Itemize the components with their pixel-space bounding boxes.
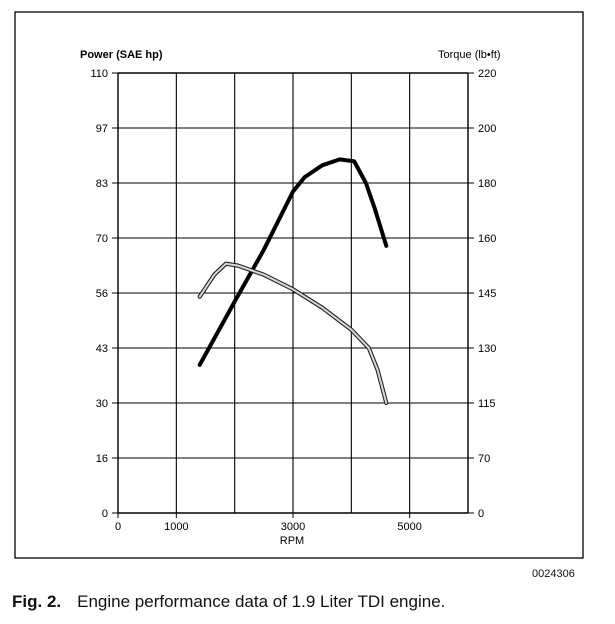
figure-caption: Fig. 2. Engine performance data of 1.9 Li… xyxy=(12,592,445,612)
left-axis-tick-label: 0 xyxy=(102,508,108,520)
right-axis-tick-label: 145 xyxy=(478,288,496,300)
left-axis-tick-label: 83 xyxy=(96,178,108,190)
left-axis-tick-label: 56 xyxy=(96,288,108,300)
left-axis-tick-label: 110 xyxy=(90,68,108,80)
grid xyxy=(117,72,469,514)
left-axis-label: Power (SAE hp) xyxy=(80,49,163,61)
axes: 0 16 30 43 56 70 83 97 110 0 70 115 130 145 160 180 200 2… xyxy=(90,68,496,533)
right-axis-tick-label: 180 xyxy=(478,178,496,190)
left-axis-tick-label: 97 xyxy=(96,123,108,135)
right-axis-label: Torque (lb•ft) xyxy=(438,49,501,61)
left-axis-tick-label: 16 xyxy=(96,453,108,465)
x-axis-tick-label: 1000 xyxy=(164,521,188,533)
caption-text: Engine performance data of 1.9 Liter TDI… xyxy=(77,592,446,611)
chart-frame xyxy=(14,11,584,559)
left-axis-tick-label: 30 xyxy=(96,398,108,410)
torque-curve xyxy=(198,262,388,404)
figure-label: Fig. 2. xyxy=(12,592,62,611)
power-curve xyxy=(197,157,389,367)
series xyxy=(197,157,389,406)
left-axis-tick-label: 43 xyxy=(96,343,108,355)
x-axis-tick-label: 5000 xyxy=(397,521,421,533)
left-axis-tick-label: 70 xyxy=(96,233,108,245)
right-axis-tick-label: 200 xyxy=(478,123,496,135)
engine-performance-chart: 0 16 30 43 56 70 83 97 110 0 70 115 130 145 160 180 200 2… xyxy=(14,11,584,559)
x-axis-label: RPM xyxy=(280,535,304,547)
right-axis-tick-label: 160 xyxy=(478,233,496,245)
x-axis-tick-label: 3000 xyxy=(281,521,305,533)
right-axis-tick-label: 0 xyxy=(478,508,484,520)
x-axis-tick-label: 0 xyxy=(115,521,121,533)
right-axis-tick-label: 130 xyxy=(478,343,496,355)
right-axis-tick-label: 115 xyxy=(478,398,496,410)
right-axis-tick-label: 70 xyxy=(478,453,490,465)
right-axis-tick-label: 220 xyxy=(478,68,496,80)
reference-code: 0024306 xyxy=(532,568,575,580)
